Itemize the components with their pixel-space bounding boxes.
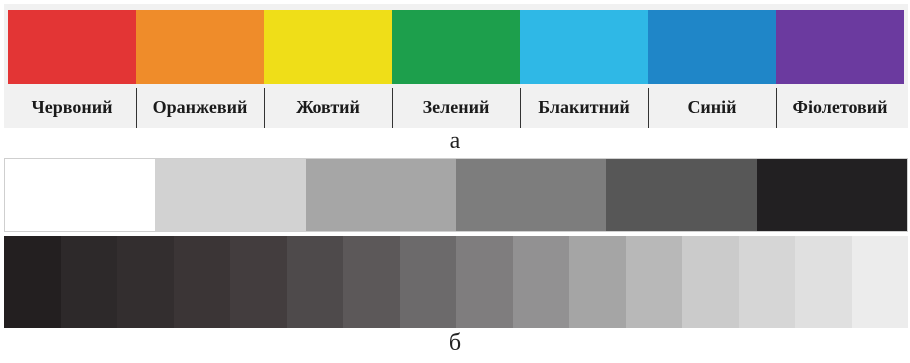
color-label-text: Зелений: [422, 97, 490, 117]
gray-gradient-cell: [738, 236, 795, 328]
gray-gradient-cell: [230, 236, 287, 328]
gray-step: [606, 159, 757, 231]
label-divider: [392, 88, 393, 128]
color-swatch: [136, 10, 264, 84]
gray-gradient-cell: [851, 236, 908, 328]
caption-b: б: [448, 330, 462, 356]
gray-step: [756, 159, 907, 231]
label-divider: [776, 88, 777, 128]
gray-gradient-cell: [343, 236, 400, 328]
gray-gradient-cell: [399, 236, 456, 328]
color-label-text: Жовтий: [296, 97, 360, 117]
gray-step: [155, 159, 306, 231]
color-label-text: Фіолетовий: [792, 97, 888, 117]
label-divider: [648, 88, 649, 128]
color-swatch: [520, 10, 648, 84]
gray-gradient-cell: [625, 236, 682, 328]
color-label-text: Оранжевий: [152, 97, 248, 117]
gray-gradient-cell: [682, 236, 739, 328]
color-swatch-row: [8, 10, 904, 84]
color-swatch: [392, 10, 520, 84]
gray-step: [305, 159, 456, 231]
color-label: Синій: [648, 88, 776, 128]
gray-step-row: [4, 158, 908, 232]
color-label: Червоний: [8, 88, 136, 128]
gray-gradient-cell: [60, 236, 117, 328]
color-label: Фіолетовий: [776, 88, 904, 128]
color-label: Жовтий: [264, 88, 392, 128]
color-spectrum-panel: Червоний Оранжевий Жовтий Зелений Блакитний С…: [4, 4, 908, 128]
gray-gradient-row: [4, 236, 908, 328]
color-label-text: Червоний: [31, 97, 113, 117]
gray-step: [455, 159, 607, 231]
gray-gradient-cell: [795, 236, 852, 328]
color-swatch: [8, 10, 136, 84]
gray-gradient-cell: [569, 236, 626, 328]
gray-step: [5, 159, 156, 231]
gray-gradient-cell: [4, 236, 61, 328]
color-label-text: Блакитний: [538, 97, 630, 117]
color-label: Зелений: [392, 88, 520, 128]
label-divider: [264, 88, 265, 128]
color-label-row: Червоний Оранжевий Жовтий Зелений Блакитний С…: [8, 88, 904, 128]
color-swatch: [776, 10, 904, 84]
color-label: Блакитний: [520, 88, 648, 128]
color-swatch: [264, 10, 392, 84]
label-divider: [520, 88, 521, 128]
gray-gradient-cell: [512, 236, 569, 328]
color-swatch: [648, 10, 776, 84]
caption-a: а: [449, 128, 461, 154]
gray-gradient-cell: [173, 236, 230, 328]
color-label: Оранжевий: [136, 88, 264, 128]
gray-gradient-cell: [286, 236, 343, 328]
label-divider: [136, 88, 137, 128]
gray-gradient-cell: [117, 236, 174, 328]
gray-gradient-cell: [456, 236, 513, 328]
color-label-text: Синій: [687, 97, 737, 117]
